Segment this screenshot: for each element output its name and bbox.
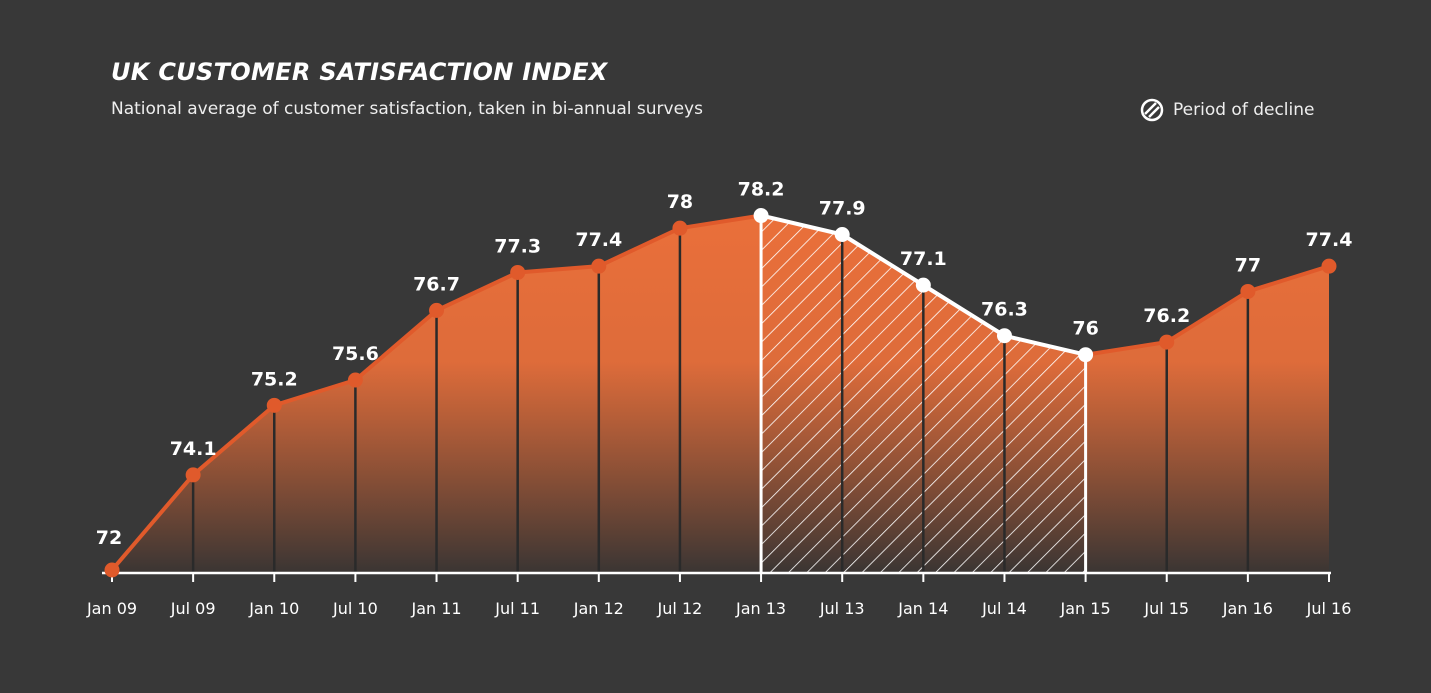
area-fill (112, 215, 1329, 573)
data-label: 76.7 (413, 273, 460, 295)
data-label: 78.2 (738, 179, 785, 201)
series-line-segment (353, 308, 439, 383)
data-point (915, 277, 931, 293)
data-point (347, 372, 363, 388)
data-label: 72 (96, 527, 122, 549)
series-line-segment (1245, 264, 1331, 294)
series-line-segment (1002, 333, 1088, 357)
data-label: 77.1 (900, 248, 947, 270)
data-label: 76 (1072, 318, 1098, 340)
series-line-segment (272, 378, 358, 408)
data-label: 76.3 (981, 299, 1028, 321)
x-tick-label: Jan 12 (573, 599, 624, 618)
series-line-segment (677, 213, 764, 231)
data-point (591, 258, 607, 274)
data-label: 77.4 (575, 229, 622, 251)
data-label: 75.2 (251, 368, 298, 390)
data-point (753, 208, 769, 224)
x-tick-label: Jan 10 (248, 599, 299, 618)
data-label: 77.9 (819, 198, 866, 220)
data-point (429, 302, 445, 318)
data-label: 74.1 (170, 438, 217, 460)
x-tick-label: Jan 09 (86, 599, 137, 618)
data-label: 75.6 (332, 343, 379, 365)
series-line-segment (515, 264, 601, 275)
data-point (510, 264, 526, 280)
x-tick-label: Jul 13 (819, 599, 865, 618)
data-point (104, 562, 120, 578)
data-point (996, 328, 1012, 344)
x-tick-label: Jan 16 (1222, 599, 1273, 618)
data-label: 76.2 (1143, 305, 1190, 327)
data-point (1240, 283, 1256, 299)
data-point (672, 220, 688, 236)
series-line-segment (840, 232, 926, 288)
x-tick-label: Jan 13 (735, 599, 786, 618)
data-point (1159, 334, 1175, 350)
x-tick-label: Jul 10 (332, 599, 378, 618)
x-tick-label: Jan 14 (897, 599, 948, 618)
x-tick-label: Jul 11 (494, 599, 540, 618)
chart-subtitle: National average of customer satisfactio… (111, 99, 703, 119)
x-tick-label: Jan 15 (1060, 599, 1111, 618)
series-line-segment (434, 270, 520, 313)
data-label: 77.3 (494, 235, 541, 257)
series-line-segment (596, 226, 682, 269)
series-line-segment (191, 403, 277, 477)
legend: Period of decline (1140, 98, 1314, 122)
x-tick-label: Jan 11 (410, 599, 461, 618)
x-tick-label: Jul 09 (170, 599, 216, 618)
data-label: 78 (667, 191, 693, 213)
data-label: 77.4 (1306, 229, 1353, 251)
data-point (266, 397, 282, 413)
x-tick-label: Jul 14 (981, 599, 1027, 618)
x-tick-label: Jul 12 (657, 599, 703, 618)
data-point (185, 467, 201, 483)
legend-label: Period of decline (1173, 100, 1315, 120)
data-point (834, 227, 850, 243)
chart-title: UK CUSTOMER SATISFACTION INDEX (111, 58, 608, 86)
series-line-segment (759, 213, 845, 237)
data-point (1078, 347, 1094, 363)
data-point (1321, 258, 1337, 274)
data-label: 77 (1235, 254, 1261, 276)
series-line-segment (921, 283, 1007, 338)
x-tick-label: Jul 16 (1306, 599, 1352, 618)
series-line-segment (110, 472, 196, 572)
x-tick-label: Jul 15 (1143, 599, 1189, 618)
series-line-segment (1083, 340, 1169, 357)
hatched-circle-icon (1140, 98, 1164, 122)
series-line-segment (1164, 289, 1250, 345)
